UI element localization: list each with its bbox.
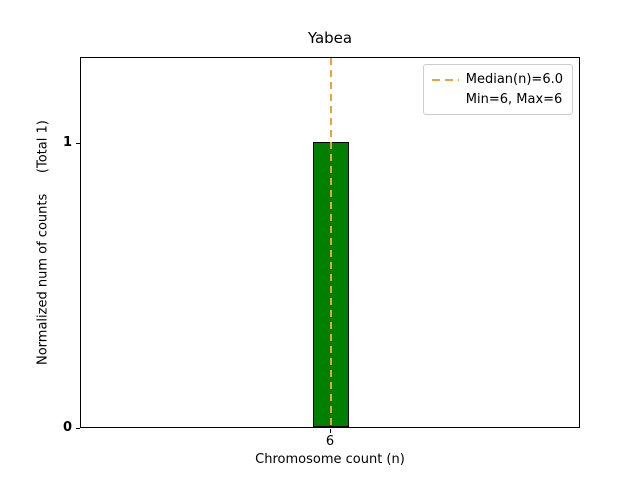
legend-label: Min=6, Max=6 xyxy=(465,92,563,107)
chart-title: Yabea xyxy=(307,29,353,47)
median-line xyxy=(330,58,332,427)
y-axis-label: Normalized num of counts (Total 1) xyxy=(35,120,51,365)
x-axis-label: Chromosome count (n) xyxy=(255,452,405,467)
legend: Median(n)=6.0 Min=6, Max=6 xyxy=(422,64,573,115)
y-tick-mark xyxy=(76,142,80,144)
legend-row: Median(n)=6.0 xyxy=(431,71,563,88)
legend-dashed-line-handle xyxy=(431,78,459,81)
y-tick-label: 1 xyxy=(62,134,72,150)
plot-area: Median(n)=6.0 Min=6, Max=6 xyxy=(80,57,580,428)
x-tick-label: 6 xyxy=(325,434,335,449)
legend-empty-handle xyxy=(432,99,459,101)
legend-label: Median(n)=6.0 xyxy=(465,72,563,87)
x-tick-mark xyxy=(330,429,331,433)
y-tick-label: 0 xyxy=(62,420,72,435)
legend-row: Min=6, Max=6 xyxy=(432,91,563,108)
y-tick-mark xyxy=(76,428,80,429)
